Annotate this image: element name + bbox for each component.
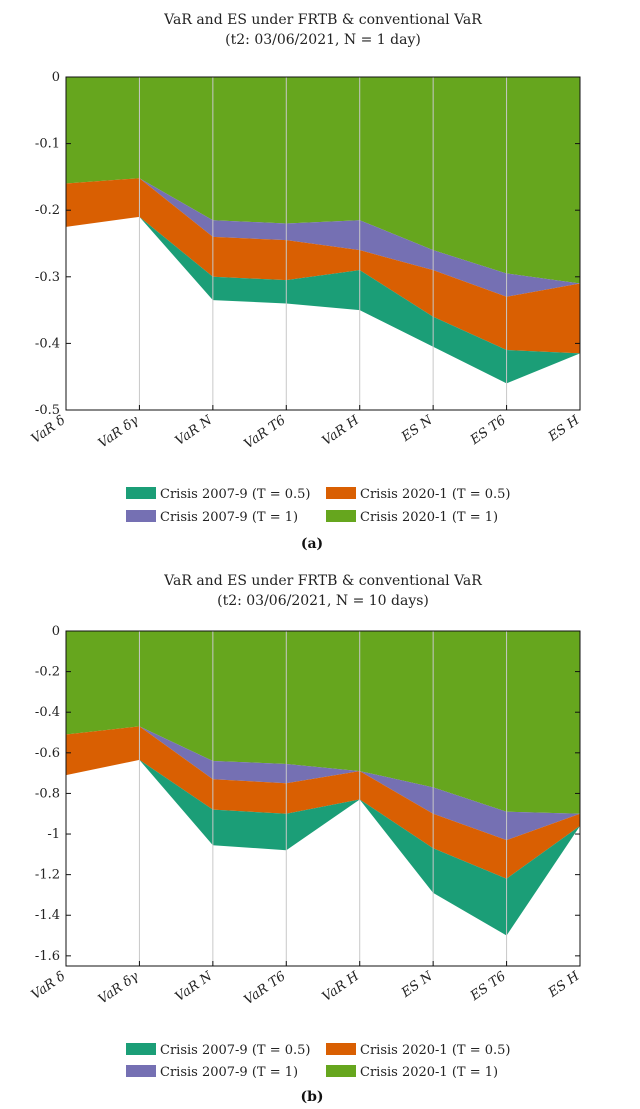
legend: Crisis 2007-9 (T = 0.5) Crisis 2020-1 (T… [126,1043,510,1080]
x-tick-label: ES T6 [467,969,509,1005]
y-tick-label: -0.4 [35,705,60,720]
x-tick-label: VaR N [173,969,216,1005]
chart-panel-a: VaR and ES under FRTB & conventional VaR… [29,12,583,552]
area-crisis-2020-1-t-0-5 [66,178,580,354]
y-tick-label: -0.2 [35,203,60,218]
area-crisis-2020-1-t-1 [66,631,580,814]
plot-area: 0 -0.2 -0.4 -0.6 -0.8 -1 -1.2 -1.4 -1.6 VaR δ VaR … [29,624,583,1008]
y-tick-label: 0 [52,624,60,639]
y-tick-label: -0.1 [35,137,60,152]
x-tick-label: VaR H [320,969,363,1005]
legend-swatch-crisis-2007-9-t1 [126,1065,156,1077]
area-crisis-2007-9-t-0-5 [66,216,580,384]
y-tick-label: -1.2 [35,868,60,883]
x-tick-label: VaR δ [29,969,69,1003]
legend-swatch-crisis-2020-1-t1 [326,510,356,522]
x-tick-label: VaR N [173,413,216,449]
legend-swatch-crisis-2007-9-t05 [126,487,156,499]
chart-subtitle: (t2: 03/06/2021, N = 10 days) [217,593,429,609]
legend-label-crisis-2020-1-t05: Crisis 2020-1 (T = 0.5) [360,487,510,502]
area-crisis-2007-9-t-1 [66,178,580,297]
y-tick-label: -0.2 [35,665,60,680]
area-crisis-2007-9-t-1 [66,726,580,841]
legend-label-crisis-2007-9-t05: Crisis 2007-9 (T = 0.5) [160,1043,310,1058]
figure-caption: (a) [301,536,323,552]
x-tick-label: ES H [545,969,583,1002]
legend: Crisis 2007-9 (T = 0.5) Crisis 2020-1 (T… [126,487,510,525]
legend-swatch-crisis-2020-1-t05 [326,487,356,499]
legend-label-crisis-2007-9-t1: Crisis 2007-9 (T = 1) [160,510,298,525]
chart-subtitle: (t2: 03/06/2021, N = 1 day) [225,32,421,48]
y-tick-label: -1.6 [35,949,60,964]
y-tick-label: -1.4 [35,908,60,923]
plot-frame [65,76,581,411]
x-tick-label: VaR δγ [96,969,142,1007]
y-tick-label: -0.5 [35,403,60,418]
plot-frame [65,630,581,967]
y-tick-label: -0.6 [35,746,60,761]
area-crisis-2020-1-t-1 [66,77,580,284]
legend-swatch-crisis-2007-9-t1 [126,510,156,522]
y-tick-label: -1 [47,827,60,842]
legend-swatch-crisis-2007-9-t05 [126,1043,156,1055]
x-tick-label: ES T6 [467,413,509,449]
area-crisis-2020-1-t-0-5 [66,726,580,879]
x-tick-label: VaR H [320,413,363,449]
legend-label-crisis-2007-9-t05: Crisis 2007-9 (T = 0.5) [160,487,310,502]
legend-label-crisis-2020-1-t1: Crisis 2020-1 (T = 1) [360,510,498,525]
chart-panel-b: VaR and ES under FRTB & conventional VaR… [29,573,583,1105]
x-tick-label: ES N [398,969,436,1002]
x-tick-label: VaR T6 [242,413,289,452]
x-tick-label: VaR T6 [242,969,289,1008]
legend-label-crisis-2020-1-t05: Crisis 2020-1 (T = 0.5) [360,1043,510,1058]
y-tick-label: -0.8 [35,786,60,801]
chart-title: VaR and ES under FRTB & conventional VaR [163,12,482,28]
x-tick-label: ES N [398,413,436,446]
x-tick-label: VaR δγ [96,413,142,451]
y-tick-label: -0.3 [35,270,60,285]
y-tick-label: 0 [52,70,60,85]
legend-label-crisis-2020-1-t1: Crisis 2020-1 (T = 1) [360,1065,498,1080]
legend-label-crisis-2007-9-t1: Crisis 2007-9 (T = 1) [160,1065,298,1080]
legend-swatch-crisis-2020-1-t05 [326,1043,356,1055]
legend-swatch-crisis-2020-1-t1 [326,1065,356,1077]
x-tick-label: ES H [545,413,583,446]
figure-caption: (b) [300,1089,323,1105]
area-crisis-2007-9-t-0-5 [66,759,580,936]
chart-title: VaR and ES under FRTB & conventional VaR [163,573,482,589]
y-tick-label: -0.4 [35,336,60,351]
